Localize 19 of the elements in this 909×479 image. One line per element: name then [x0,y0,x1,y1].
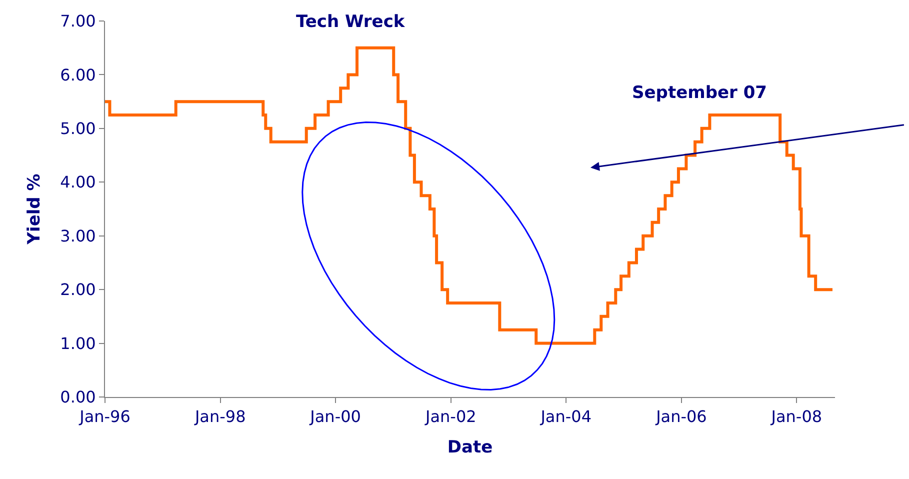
y-tick-label: 1.00 [60,334,96,353]
annotation: Tech Wreck [296,12,406,32]
y-tick-label: 7.00 [60,12,96,31]
x-tick-label: Jan-98 [194,407,246,426]
x-tick-label: Jan-06 [655,407,707,426]
y-tick-label: 4.00 [60,172,96,192]
y-axis-title: Yield % [24,174,45,246]
annotation: September 07 [632,83,767,103]
y-tick-label: 0.00 [60,388,96,407]
y-tick-label: 3.00 [60,226,96,246]
y-tick-label: 5.00 [60,119,96,138]
x-tick-label: Jan-02 [424,407,476,426]
x-tick-label: Jan-08 [770,407,822,426]
x-tick-label: Jan-96 [78,407,130,426]
x-tick-label: Jan-00 [309,407,361,426]
x-axis-title: Date [447,438,493,458]
y-tick-label: 6.00 [60,65,96,84]
x-tick-label: Jan-04 [540,407,592,426]
y-tick-label: 2.00 [60,280,96,300]
